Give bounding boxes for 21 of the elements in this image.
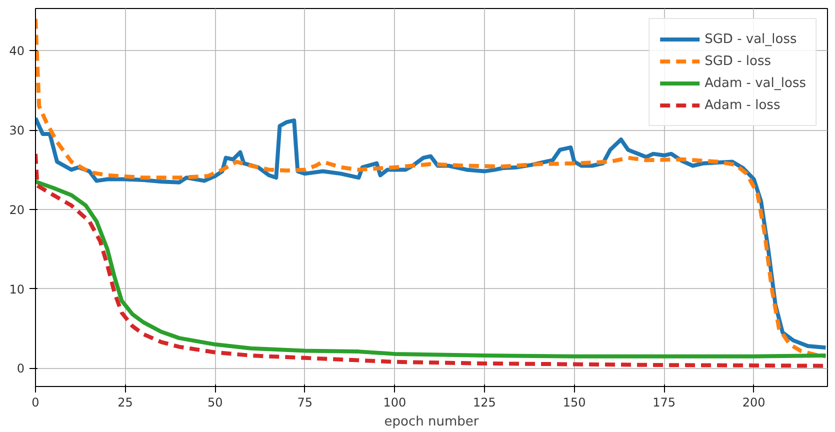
y-tick-label: 0 — [16, 362, 25, 376]
x-tick-label: 100 — [383, 396, 406, 410]
x-tick-label: 50 — [207, 396, 223, 410]
x-tick-label: 150 — [562, 396, 586, 410]
y-tick-label: 10 — [9, 282, 25, 296]
line-series — [36, 16, 828, 358]
line-series — [36, 180, 828, 358]
legend-label: Adam - val_loss — [704, 76, 806, 90]
legend-label: Adam - loss — [704, 98, 780, 112]
x-axis-title: epoch number — [384, 414, 480, 430]
x-tick-label: 25 — [118, 396, 133, 410]
legend-label: SGD - loss — [704, 54, 772, 68]
x-tick-label: 125 — [473, 396, 496, 410]
x-tick-label: 200 — [742, 396, 766, 410]
y-tick-label: 20 — [9, 202, 25, 217]
legend-label: SGD - val_loss — [704, 32, 797, 46]
y-tick-label: 40 — [9, 44, 25, 58]
y-tick-label: 30 — [9, 124, 25, 138]
x-tick-label: 75 — [297, 396, 313, 410]
x-tick-label: 0 — [32, 396, 40, 410]
x-tick-label: 175 — [652, 396, 676, 410]
